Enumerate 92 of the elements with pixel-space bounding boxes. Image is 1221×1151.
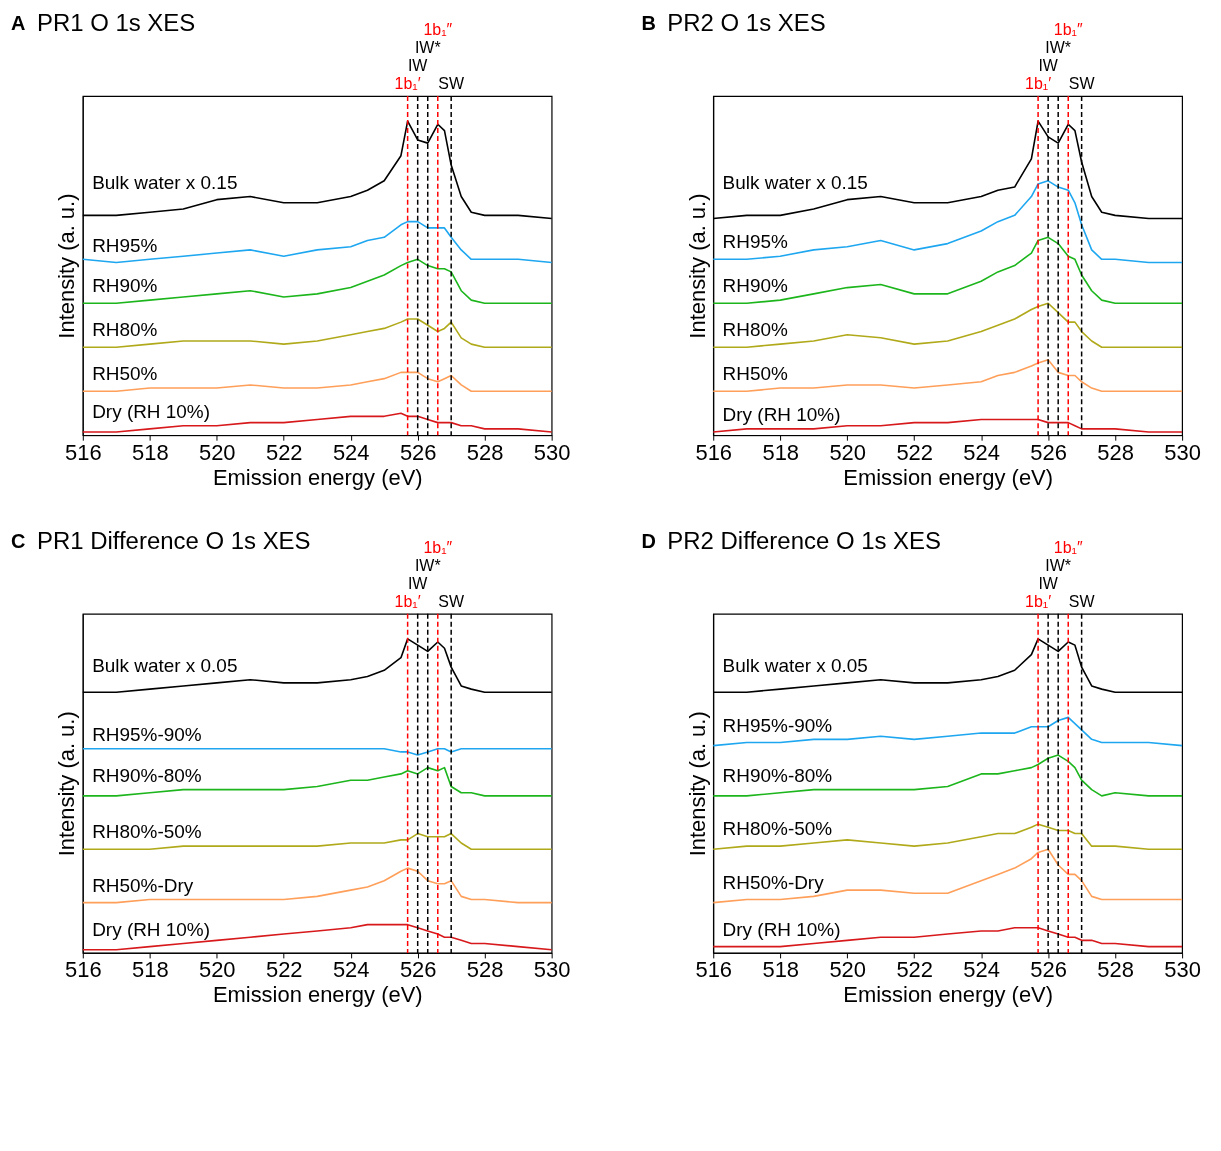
x-axis-title: Emission energy (eV) (843, 464, 1054, 490)
x-tick-label: 516 (695, 439, 733, 465)
text: B (641, 12, 656, 35)
series-label: RH90% (92, 275, 158, 297)
x-tick-label: 516 (695, 957, 733, 983)
x-tick-label: 522 (896, 957, 933, 983)
ref-line-label: IW (1038, 57, 1058, 75)
y-axis-title: Intensity (a. u.) (54, 193, 80, 339)
x-tick-label: 520 (829, 439, 867, 465)
x-tick-label: 520 (198, 957, 236, 983)
ref-line-label: IW* (1045, 39, 1072, 57)
x-tick-label: 526 (399, 439, 437, 465)
ref-line-label: 1b₁′ (394, 592, 421, 610)
ref-line-label: 1b₁″ (423, 21, 453, 39)
ref-line-label: SW (1068, 592, 1095, 610)
ref-line-label: 1b₁′ (1025, 592, 1052, 610)
ref-line-label: SW (1068, 75, 1095, 93)
x-tick-label: 528 (1097, 957, 1134, 983)
x-tick-label: 530 (533, 957, 571, 983)
x-tick-label: 522 (265, 439, 303, 465)
series-label: Bulk water x 0.15 (722, 171, 868, 193)
series-label: Dry (RH 10%) (92, 918, 211, 940)
ref-line-label: IW (407, 57, 428, 75)
x-tick-label: 520 (829, 957, 867, 983)
ref-line-label: IW* (414, 39, 441, 57)
x-tick-label: 530 (1164, 957, 1201, 983)
series-label: RH50%-Dry (722, 871, 825, 893)
ref-line-label: SW (438, 592, 465, 610)
series-label: RH50%-Dry (92, 874, 194, 896)
y-axis-title: Intensity (a. u.) (54, 711, 80, 857)
x-tick-label: 524 (332, 957, 370, 983)
series-label: RH95%-90% (722, 714, 833, 736)
x-axis-title: Emission energy (eV) (212, 464, 423, 490)
x-tick-label: 522 (265, 957, 303, 983)
x-tick-label: 516 (64, 957, 102, 983)
ref-line-label: IW* (1045, 556, 1072, 574)
ref-line-label: 1b₁″ (1053, 538, 1083, 556)
series-label: RH90% (722, 275, 789, 297)
text: A (10, 12, 26, 35)
series-label: RH80%-50% (722, 818, 833, 840)
series-label: RH90%-80% (722, 764, 833, 786)
chart-title: PR2 Difference O 1s XES (667, 526, 941, 554)
ref-line-label: IW (1038, 574, 1058, 592)
text: C (10, 529, 26, 552)
x-tick-label: 518 (131, 957, 169, 983)
x-tick-label: 528 (1097, 439, 1134, 465)
series-label: Dry (RH 10%) (722, 918, 841, 940)
series-label: RH95% (92, 234, 158, 256)
x-axis-title: Emission energy (eV) (212, 982, 423, 1008)
series-label: RH95% (722, 231, 789, 253)
series-label: RH50% (92, 363, 158, 385)
x-tick-label: 526 (399, 957, 437, 983)
ref-line-label: 1b₁′ (1025, 75, 1052, 93)
chart-title: PR1 O 1s XES (36, 9, 196, 37)
ref-line-label: 1b₁″ (423, 538, 453, 556)
y-axis-title: Intensity (a. u.) (684, 193, 710, 339)
series-label: Dry (RH 10%) (92, 401, 211, 422)
series-label: RH80%-50% (92, 821, 202, 843)
x-tick-label: 518 (762, 439, 800, 465)
chart-title: PR1 Difference O 1s XES (36, 526, 311, 554)
series-label: Bulk water x 0.15 (92, 171, 238, 193)
x-tick-label: 526 (1030, 957, 1067, 983)
ref-line-label: IW* (414, 556, 441, 574)
series-label: RH95%-90% (92, 724, 202, 746)
text: D (641, 529, 656, 552)
ref-line-label: IW (407, 574, 428, 592)
x-tick-label: 520 (198, 439, 236, 465)
series-label: RH80% (92, 319, 158, 341)
x-tick-label: 524 (963, 957, 1000, 983)
ref-line-label: 1b₁″ (1053, 21, 1083, 39)
series-label: RH80% (722, 319, 789, 341)
x-tick-label: 524 (963, 439, 1000, 465)
y-axis-title: Intensity (a. u.) (684, 711, 710, 857)
ref-line-label: 1b₁′ (394, 75, 421, 93)
series-label: Dry (RH 10%) (722, 404, 841, 426)
series-label: Bulk water x 0.05 (722, 654, 868, 676)
x-tick-label: 528 (466, 439, 504, 465)
x-tick-label: 528 (466, 957, 504, 983)
x-tick-label: 516 (64, 439, 102, 465)
chart-title: PR2 O 1s XES (667, 9, 826, 37)
x-tick-label: 518 (131, 439, 169, 465)
x-tick-label: 518 (762, 957, 800, 983)
x-axis-title: Emission energy (eV) (843, 982, 1054, 1008)
series-label: RH90%-80% (92, 764, 202, 786)
x-tick-label: 530 (1164, 439, 1201, 465)
x-tick-label: 530 (533, 439, 571, 465)
series-label: Bulk water x 0.05 (92, 654, 238, 676)
x-tick-label: 522 (896, 439, 933, 465)
series-label: RH50% (722, 363, 789, 385)
x-tick-label: 526 (1030, 439, 1067, 465)
ref-line-label: SW (438, 75, 465, 93)
x-tick-label: 524 (332, 439, 370, 465)
